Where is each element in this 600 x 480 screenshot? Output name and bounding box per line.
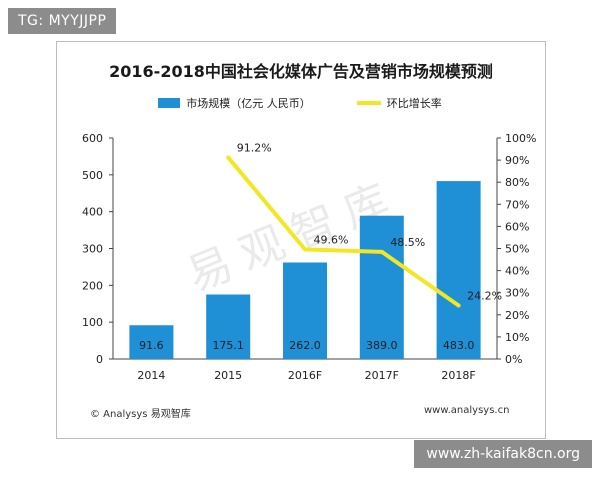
y-tick-label-left: 100 xyxy=(82,316,103,329)
bar xyxy=(206,294,251,359)
legend-swatch-line xyxy=(356,101,381,105)
legend-label-growth-rate: 环比增长率 xyxy=(386,97,442,110)
growth-rate-point xyxy=(456,303,461,308)
legend-item-growth-rate: 环比增长率 xyxy=(356,95,442,111)
x-tick-label: 2016F xyxy=(288,369,322,382)
y-tick-label-left: 200 xyxy=(82,279,103,292)
bar-value-label: 483.0 xyxy=(443,339,475,352)
y-tick-label-right: 60% xyxy=(505,220,529,233)
y-tick-label-right: 90% xyxy=(505,154,529,167)
growth-rate-label: 91.2% xyxy=(237,141,272,154)
growth-rate-label: 48.5% xyxy=(390,236,425,249)
growth-rate-point xyxy=(379,249,384,254)
y-tick-label-left: 600 xyxy=(82,132,103,145)
growth-rate-label: 24.2% xyxy=(467,290,502,303)
y-tick-label-right: 10% xyxy=(505,331,529,344)
y-tick-label-right: 50% xyxy=(505,243,529,256)
growth-rate-point xyxy=(226,155,231,160)
growth-rate-point xyxy=(303,247,307,252)
bar-value-label: 389.0 xyxy=(366,339,398,352)
bar xyxy=(129,325,174,359)
y-tick-label-right: 20% xyxy=(505,309,529,322)
y-tick-label-left: 400 xyxy=(82,206,103,219)
source-credit: © Analysys 易观智库 xyxy=(90,409,191,420)
y-tick-label-right: 100% xyxy=(505,132,536,145)
source-url: www.analysys.cn xyxy=(424,405,510,416)
bar-value-label: 175.1 xyxy=(212,339,244,352)
bar xyxy=(436,181,481,359)
y-tick-label-right: 80% xyxy=(505,176,529,189)
x-tick-label: 2017F xyxy=(365,369,399,382)
y-tick-label-left: 300 xyxy=(82,243,103,256)
bar-value-label: 91.6 xyxy=(139,339,164,352)
y-tick-label-right: 70% xyxy=(505,198,529,211)
x-tick-label: 2014 xyxy=(137,369,165,382)
bar xyxy=(283,262,327,359)
legend-item-market-size: 市场规模（亿元 人民币） xyxy=(158,95,311,111)
growth-rate-label: 49.6% xyxy=(314,233,349,246)
chart-legend: 市场规模（亿元 人民币） 环比增长率 xyxy=(0,95,600,111)
y-tick-label-left: 0 xyxy=(96,353,103,366)
legend-label-market-size: 市场规模（亿元 人民币） xyxy=(186,97,311,110)
site-url-tag: www.zh-kaifak8cn.org xyxy=(414,440,592,468)
legend-swatch-bar xyxy=(158,98,181,108)
x-tick-label: 2018F xyxy=(441,369,475,382)
y-tick-label-right: 40% xyxy=(505,265,529,278)
x-tick-label: 2015 xyxy=(214,369,242,382)
y-tick-label-right: 30% xyxy=(505,287,529,300)
y-tick-label-right: 0% xyxy=(505,353,522,366)
y-tick-label-left: 500 xyxy=(82,169,103,182)
growth-rate-line xyxy=(226,156,460,308)
bar xyxy=(359,215,404,359)
telegram-tag: TG: MYYJJPP xyxy=(8,8,117,34)
chart-title: 2016-2018中国社会化媒体广告及营销市场规模预测 xyxy=(109,62,493,81)
bar-value-label: 262.0 xyxy=(289,339,321,352)
